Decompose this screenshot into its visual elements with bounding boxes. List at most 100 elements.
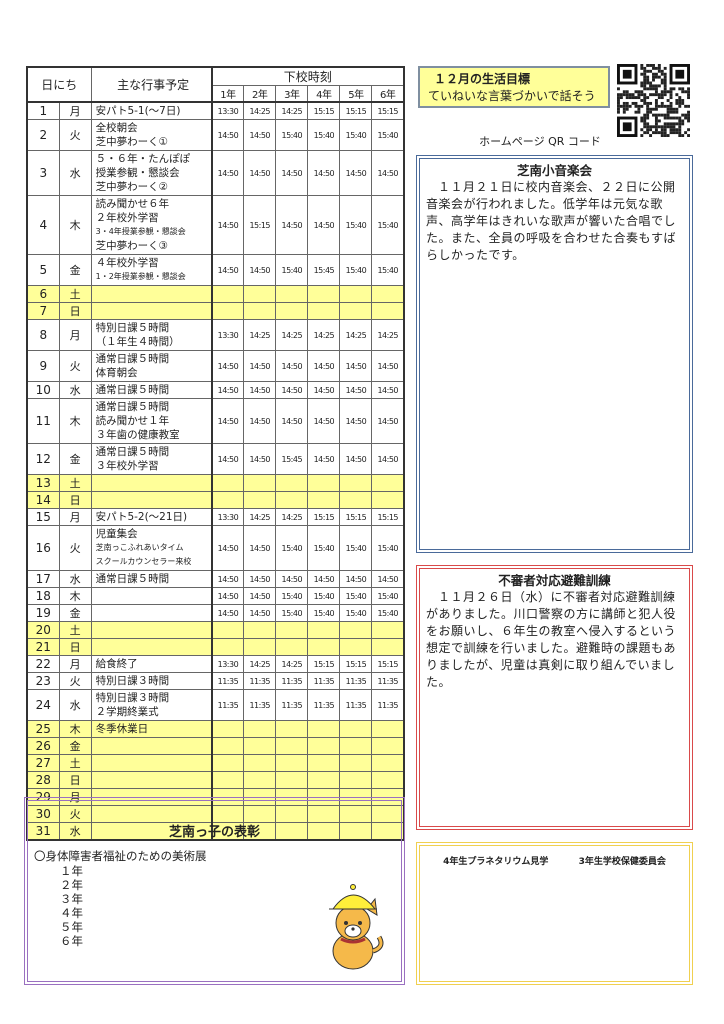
event-line: 体育朝会	[95, 367, 138, 379]
schedule-row: 19 金 14:50 14:50 15:40 15:40 15:40 15:40	[26, 604, 405, 622]
day-number: 5	[26, 254, 60, 286]
day-of-week: 月	[58, 101, 92, 120]
dismissal-time: 15:45	[307, 254, 341, 286]
schedule-row: 10 水通常日課５時間 14:50 14:50 14:50 14:50 14:50 14:50	[26, 381, 405, 399]
day-of-week: 月	[58, 508, 92, 526]
dismissal-time	[243, 302, 277, 320]
dismissal-time: 14:25	[243, 101, 277, 120]
day-number: 25	[26, 720, 60, 738]
event-line: ３年校外学習	[95, 460, 159, 472]
dismissal-time: 14:50	[211, 150, 245, 196]
event-line: 特別日課３時間	[95, 692, 170, 704]
dismissal-time: 14:50	[211, 254, 245, 286]
dismissal-time	[243, 285, 277, 303]
event-line: 芝中夢わーく③	[95, 240, 169, 252]
schedule-row: 4 木読み聞かせ６年 ２年校外学習 3・4年授業参観・懇談会 芝中夢わーく③ 14:50 1…	[26, 195, 405, 255]
award-grade: ６年	[60, 934, 83, 948]
dismissal-time: 14:50	[339, 398, 373, 444]
dismissal-time: 13:30	[211, 655, 245, 673]
event-line: ２年校外学習	[95, 212, 159, 224]
dismissal-time: 15:15	[339, 655, 373, 673]
award-grade: １年	[60, 864, 83, 878]
schedule-table: 日にち 主な行事予定 下校時刻 1年 2年 3年 4年 5年 6年 1 月安パト5-1(〜7…	[26, 66, 405, 841]
dismissal-time: 15:15	[371, 101, 405, 120]
event-line: 通常日課５時間	[95, 384, 170, 396]
header-dismissal: 下校時刻	[211, 66, 405, 86]
dismissal-time: 14:50	[307, 443, 341, 475]
header-date: 日にち	[26, 66, 92, 103]
day-number: 16	[26, 525, 60, 571]
dismissal-time: 14:50	[243, 570, 277, 588]
dismissal-time: 15:40	[371, 587, 405, 605]
dismissal-time: 13:30	[211, 101, 245, 120]
event-line: スクールカウンセラー来校	[95, 557, 192, 566]
schedule-row: 26 金	[26, 737, 405, 755]
dismissal-time: 14:50	[243, 150, 277, 196]
event-line: 通常日課５時間	[95, 401, 170, 413]
dismissal-time: 13:30	[211, 319, 245, 351]
event-line: 3・4年授業参観・懇談会	[95, 227, 186, 236]
photo-caption: 4年生プラネタリウム見学	[443, 857, 549, 867]
dismissal-time: 14:50	[243, 443, 277, 475]
dismissal-time: 14:50	[275, 570, 309, 588]
dismissal-time	[211, 621, 245, 639]
event-cell	[90, 587, 213, 605]
dismissal-time	[307, 474, 341, 492]
event-cell: 全校朝会 芝中夢わーく①	[90, 119, 213, 151]
schedule-row: 21 日	[26, 638, 405, 656]
dismissal-time: 14:50	[371, 350, 405, 382]
dismissal-time: 14:50	[211, 350, 245, 382]
dismissal-time	[339, 805, 373, 823]
monthly-goal: １２月の生活目標 ていねいな言葉づかいで話そう	[418, 66, 610, 108]
dismissal-time: 14:50	[243, 604, 277, 622]
dismissal-time: 13:30	[211, 508, 245, 526]
schedule-row: 8 月特別日課５時間 （１年生４時間） 13:30 14:25 14:25 14:25 14:…	[26, 319, 405, 351]
schedule-row: 16 火児童集会 芝南っこふれあいタイム スクールカウンセラー来校 14:50 14:50…	[26, 525, 405, 571]
event-cell	[90, 604, 213, 622]
day-of-week: 日	[58, 491, 92, 509]
dismissal-time	[211, 638, 245, 656]
event-cell	[90, 737, 213, 755]
dismissal-time: 14:50	[211, 119, 245, 151]
dismissal-time: 15:40	[275, 119, 309, 151]
event-line: 芝南っこふれあいタイム	[95, 543, 184, 552]
dismissal-time	[275, 805, 309, 823]
event-line: 通常日課５時間	[95, 573, 170, 585]
homepage-qr-code[interactable]	[617, 64, 690, 137]
day-number: 3	[26, 150, 60, 196]
music-title: 芝南小音楽会	[516, 163, 592, 178]
dismissal-time: 15:40	[339, 525, 373, 571]
event-line: 通常日課５時間	[95, 353, 170, 365]
dismissal-time: 14:50	[339, 443, 373, 475]
dismissal-time: 14:50	[275, 398, 309, 444]
schedule-row: 5 金 ４年校外学習 1・2年授業参観・懇談会 14:50 14:50 15:40 15:45…	[26, 254, 405, 286]
dismissal-time	[243, 474, 277, 492]
event-cell	[90, 621, 213, 639]
dismissal-time	[371, 771, 405, 789]
dismissal-time	[211, 754, 245, 772]
award-item: 〇身体障害者福祉のための美術展	[34, 849, 207, 863]
dismissal-time: 14:50	[371, 150, 405, 196]
dismissal-time: 15:15	[307, 655, 341, 673]
day-of-week: 土	[58, 285, 92, 303]
music-article: 芝南小音楽会 １１月２１日に校内音楽会、２２日に公開音楽会が行われました。低学年…	[416, 155, 693, 553]
event-cell	[90, 491, 213, 509]
dismissal-time: 14:50	[339, 150, 373, 196]
dismissal-time	[307, 754, 341, 772]
header-grade: 5年	[339, 85, 373, 103]
dismissal-time: 14:50	[243, 254, 277, 286]
dismissal-time	[307, 638, 341, 656]
event-cell: 特別日課５時間 （１年生４時間）	[90, 319, 213, 351]
event-line: （１年生４時間）	[95, 336, 180, 348]
schedule-row: 25 木冬季休業日	[26, 720, 405, 738]
dismissal-time	[307, 805, 341, 823]
dismissal-time: 11:35	[275, 672, 309, 690]
dismissal-time	[371, 621, 405, 639]
event-cell	[90, 302, 213, 320]
dismissal-time: 11:35	[243, 672, 277, 690]
day-of-week: 日	[58, 638, 92, 656]
dismissal-time: 14:50	[371, 443, 405, 475]
day-of-week: 火	[58, 672, 92, 690]
dismissal-time	[307, 737, 341, 755]
dismissal-time	[211, 822, 245, 841]
